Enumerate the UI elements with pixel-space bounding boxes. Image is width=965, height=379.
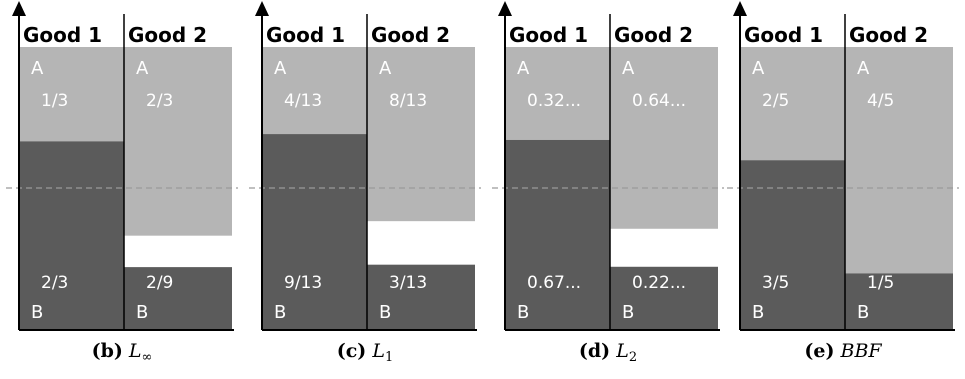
y-axis-arrow (255, 1, 269, 16)
panel-e-caption: (e) BBF (727, 340, 959, 365)
agent-b-share-good-1 (262, 134, 367, 330)
agent-a-label-good-1: A (31, 58, 44, 79)
agent-a-label-good-2: A (622, 58, 635, 79)
good-1-header: Good 1 (744, 23, 823, 47)
agent-a-share-good-2 (610, 47, 718, 229)
agent-b-share-good-2 (845, 273, 953, 330)
agent-a-share-good-1 (19, 47, 124, 142)
agent-a-share-good-2 (124, 47, 232, 236)
agent-a-label-good-1: A (752, 58, 765, 79)
agent-b-value-good-2: 0.22... (632, 273, 686, 293)
good-1-header: Good 1 (23, 23, 102, 47)
agent-a-value-good-2: 0.64... (632, 91, 686, 111)
agent-b-label-good-1: B (31, 302, 43, 323)
agent-b-value-good-2: 2/9 (146, 273, 173, 293)
agent-a-share-good-2 (367, 47, 475, 222)
agent-b-share-good-1 (505, 139, 610, 330)
panel-b-subscript: ∞ (141, 350, 153, 365)
agent-b-value-good-2: 1/5 (867, 273, 894, 293)
good-1-header: Good 1 (509, 23, 588, 47)
agent-b-value-good-1: 3/5 (762, 273, 789, 293)
panel-c: Good 1 Good 2 A 4/13 9/13 B A 8/13 3/13 B (c) L1 (249, 0, 481, 379)
agent-a-label-good-2: A (379, 58, 392, 79)
agent-a-label-good-1: A (274, 58, 287, 79)
panel-b-symbol: L (128, 340, 142, 362)
agent-a-value-good-2: 2/3 (146, 91, 173, 111)
agent-a-label-good-1: A (517, 58, 530, 79)
agent-a-value-good-1: 2/5 (762, 91, 789, 111)
panel-e-symbol: BBF (840, 340, 882, 362)
good-2-header: Good 2 (849, 23, 928, 47)
agent-a-share-good-2 (845, 47, 953, 274)
agent-a-value-good-1: 4/13 (284, 91, 322, 111)
agent-b-value-good-1: 0.67... (527, 273, 581, 293)
panel-c-subscript: 1 (384, 350, 394, 365)
agent-a-value-good-2: 4/5 (867, 91, 894, 111)
y-axis-arrow (498, 1, 512, 16)
panel-b-bars: Good 1 Good 2 A 1/3 2/3 B A 2/3 2/9 B (6, 1, 238, 331)
panel-b: Good 1 Good 2 A 1/3 2/3 B A 2/3 2/9 B (b) L∞ (6, 0, 238, 379)
agent-a-share-good-1 (740, 47, 845, 161)
agent-b-label-good-2: B (379, 302, 391, 323)
panel-d-caption: (d) L2 (492, 340, 724, 365)
y-axis-arrow (733, 1, 747, 16)
agent-b-value-good-1: 2/3 (41, 273, 68, 293)
panel-e: Good 1 Good 2 A 2/5 3/5 B A 4/5 1/5 B (e) BBF (727, 0, 959, 379)
panel-b-caption: (b) L∞ (6, 340, 238, 365)
panel-c-caption: (c) L1 (249, 340, 481, 365)
panel-d-symbol: L (616, 340, 629, 362)
agent-b-label-good-2: B (622, 302, 634, 323)
panel-c-label: (c) (336, 340, 367, 362)
agent-a-value-good-2: 8/13 (389, 91, 427, 111)
agent-b-label-good-1: B (752, 302, 764, 323)
agent-b-label-good-1: B (274, 302, 286, 323)
panel-c-bars: Good 1 Good 2 A 4/13 9/13 B A 8/13 3/13 B (249, 1, 481, 331)
agent-a-label-good-2: A (857, 58, 870, 79)
agent-a-label-good-2: A (136, 58, 149, 79)
agent-a-value-good-1: 0.32... (527, 91, 581, 111)
panel-d: Good 1 Good 2 A 0.32... 0.67... B A 0.64... 0.22… (492, 0, 724, 379)
agent-b-label-good-1: B (517, 302, 529, 323)
panel-e-bars: Good 1 Good 2 A 2/5 3/5 B A 4/5 1/5 B (727, 1, 959, 331)
agent-b-share-good-2 (367, 264, 475, 330)
agent-a-share-good-1 (505, 47, 610, 140)
agent-b-share-good-1 (19, 141, 124, 330)
agent-a-share-good-1 (262, 47, 367, 135)
panel-c-symbol: L (372, 340, 385, 362)
y-axis-arrow (12, 1, 26, 16)
agent-b-value-good-2: 3/13 (389, 273, 427, 293)
good-2-header: Good 2 (371, 23, 450, 47)
good-1-header: Good 1 (266, 23, 345, 47)
agent-b-value-good-1: 9/13 (284, 273, 322, 293)
agent-b-share-good-2 (610, 266, 718, 330)
agent-b-label-good-2: B (136, 302, 148, 323)
good-2-header: Good 2 (128, 23, 207, 47)
panel-b-label: (b) (91, 340, 123, 362)
agent-a-value-good-1: 1/3 (41, 91, 68, 111)
panel-d-subscript: 2 (628, 350, 638, 365)
agent-b-share-good-2 (124, 267, 232, 330)
good-2-header: Good 2 (614, 23, 693, 47)
panel-e-label: (e) (804, 340, 835, 362)
panel-d-bars: Good 1 Good 2 A 0.32... 0.67... B A 0.64... 0.22… (492, 1, 724, 331)
panel-d-label: (d) (578, 340, 611, 362)
agent-b-label-good-2: B (857, 302, 869, 323)
